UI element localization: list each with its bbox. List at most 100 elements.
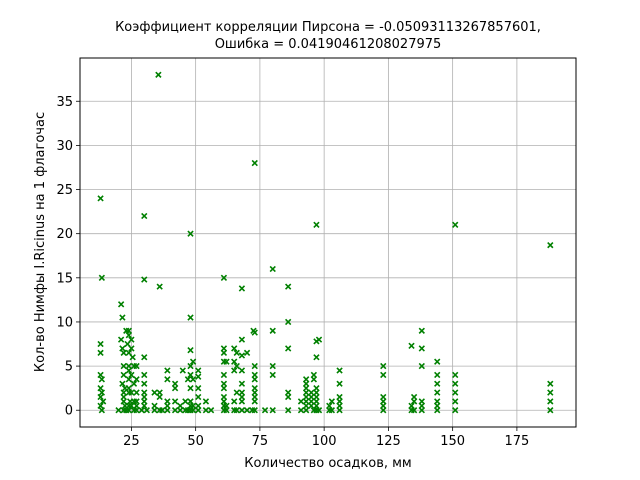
data-point [155, 71, 162, 78]
data-point [408, 342, 415, 349]
data-point [269, 265, 276, 273]
y-tick-label: 0 [65, 404, 73, 419]
data-point [336, 367, 343, 374]
y-tick-label: 5 [65, 360, 73, 375]
data-point [418, 362, 425, 370]
data-points [97, 71, 554, 414]
data-point [238, 285, 246, 292]
data-point [195, 384, 202, 392]
data-point [141, 371, 148, 379]
data-point [97, 402, 104, 409]
data-point [231, 367, 238, 374]
data-point [195, 393, 202, 401]
y-tick-label: 35 [56, 95, 73, 110]
data-point [97, 384, 104, 392]
data-point [313, 221, 320, 229]
data-point [128, 345, 135, 352]
data-point [220, 349, 228, 357]
y-tick-label: 25 [56, 183, 73, 198]
data-point [243, 407, 251, 414]
data-point [285, 393, 292, 401]
data-point [452, 398, 459, 405]
data-point [125, 332, 132, 339]
data-point [125, 367, 132, 374]
data-point [243, 349, 251, 357]
data-point [187, 314, 194, 321]
data-point [297, 407, 305, 414]
data-point [297, 398, 305, 405]
data-point [233, 349, 240, 357]
data-point [207, 407, 215, 414]
data-point [238, 336, 246, 343]
data-point [120, 349, 127, 357]
data-point [410, 398, 418, 405]
data-point [269, 327, 276, 334]
data-point [133, 362, 140, 370]
data-point [310, 376, 318, 383]
data-point [187, 362, 194, 370]
data-point [328, 398, 336, 405]
data-point [189, 407, 197, 414]
y-tick-label: 15 [56, 271, 73, 286]
data-point [128, 371, 135, 379]
y-tick-label: 20 [56, 227, 73, 242]
data-point [182, 398, 189, 405]
data-point [418, 345, 425, 352]
data-point [238, 407, 246, 414]
data-point [133, 376, 140, 383]
data-point [159, 407, 166, 414]
data-point [117, 301, 125, 308]
data-point [130, 380, 138, 387]
data-point [452, 407, 459, 414]
data-point [187, 230, 194, 237]
data-point [98, 407, 106, 414]
data-point [189, 376, 197, 383]
data-point [434, 389, 441, 396]
data-point [184, 376, 192, 383]
data-point [380, 407, 387, 414]
data-point [128, 336, 135, 343]
chart-title-line-2: Ошибка = 0.04190461208027975 [215, 37, 442, 52]
data-point [380, 371, 387, 379]
data-point [336, 407, 343, 414]
data-point [117, 336, 125, 343]
data-point [125, 407, 132, 414]
data-point [119, 314, 126, 321]
data-point [223, 407, 230, 414]
data-point [98, 274, 106, 281]
data-point [99, 398, 107, 405]
data-point [98, 376, 106, 383]
data-point [119, 380, 126, 387]
data-point [164, 376, 171, 383]
x-axis-ticks: 25 50 75 100 125 150 175 [123, 427, 529, 449]
data-point [380, 362, 387, 370]
data-point [156, 393, 163, 401]
data-point [98, 389, 106, 396]
data-point [231, 345, 238, 352]
data-point [138, 407, 145, 414]
data-point [177, 407, 184, 414]
data-point [120, 362, 127, 370]
y-tick-label: 30 [56, 139, 73, 154]
x-axis-label: Количество осадков, мм [244, 456, 412, 471]
data-point [269, 371, 276, 379]
data-point [547, 407, 554, 414]
data-point [251, 398, 258, 405]
data-point [547, 380, 554, 387]
data-point [164, 367, 171, 374]
data-point [220, 384, 228, 392]
data-point [231, 398, 238, 405]
data-point [452, 380, 459, 387]
x-tick-label: 175 [504, 434, 529, 449]
data-point [97, 195, 104, 202]
data-point [434, 358, 441, 365]
data-point [452, 221, 459, 229]
data-point [238, 380, 246, 387]
data-point [238, 367, 246, 374]
data-point [233, 407, 240, 414]
data-point [97, 349, 104, 357]
data-point [133, 389, 140, 396]
data-point [171, 384, 179, 392]
data-point [418, 327, 425, 334]
